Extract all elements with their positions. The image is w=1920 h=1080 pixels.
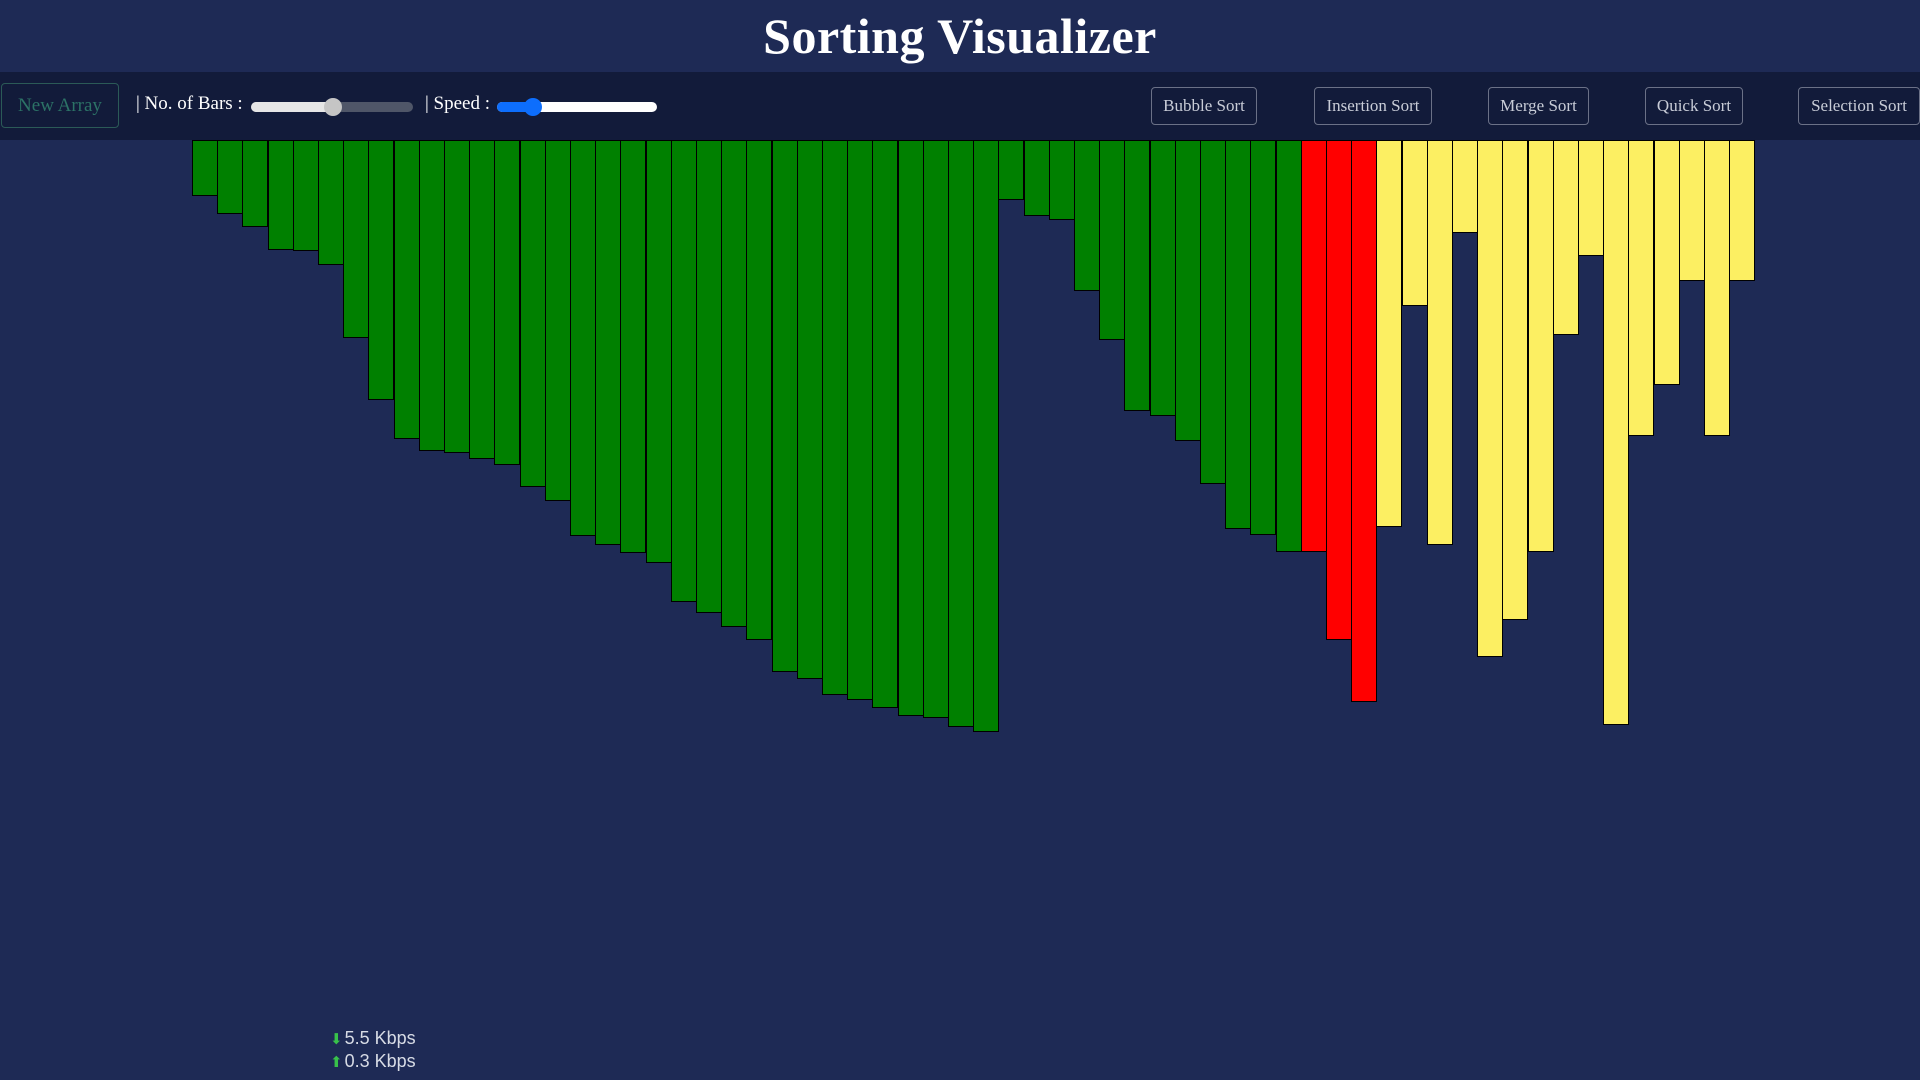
speed-slider-thumb[interactable]	[523, 98, 542, 116]
merge-sort-button[interactable]: Merge Sort	[1488, 87, 1589, 125]
array-bar	[1124, 140, 1151, 411]
array-bar	[494, 140, 521, 465]
new-array-button[interactable]: New Array	[1, 83, 119, 128]
header: Sorting Visualizer	[0, 0, 1920, 72]
array-bar	[746, 140, 773, 640]
array-bar	[1225, 140, 1252, 529]
array-bar	[1628, 140, 1655, 436]
array-bar	[822, 140, 848, 695]
array-bar	[393, 140, 420, 439]
selection-sort-button[interactable]: Selection Sort	[1798, 87, 1920, 125]
download-speed: ⬇ 5.5 Kbps	[330, 1027, 416, 1051]
array-bar	[1200, 140, 1226, 484]
array-bar	[1326, 140, 1352, 640]
array-bar	[1074, 140, 1100, 291]
array-bar	[595, 140, 622, 545]
array-bar	[1426, 140, 1453, 545]
array-bar	[620, 140, 647, 553]
array-bar	[1048, 140, 1075, 220]
download-arrow-icon: ⬇	[330, 1031, 343, 1048]
array-bar	[948, 140, 974, 727]
bars-count-label: | No. of Bars :	[136, 93, 243, 114]
speed-label: | Speed :	[425, 93, 491, 114]
array-bar	[1250, 140, 1277, 535]
array-bar	[973, 140, 1000, 732]
array-bar	[469, 140, 496, 459]
array-bar	[1552, 140, 1579, 335]
array-bar	[544, 140, 571, 501]
array-bar	[368, 140, 395, 400]
array-bar	[897, 140, 924, 716]
upload-speed: ⬆ 0.3 Kbps	[330, 1050, 416, 1074]
array-bar	[1149, 140, 1176, 416]
array-bar	[645, 140, 672, 563]
array-bar	[872, 140, 899, 708]
array-bar	[1653, 140, 1680, 385]
array-bar	[1502, 140, 1529, 620]
array-bar	[1704, 140, 1730, 436]
array-bar	[771, 140, 798, 672]
upload-arrow-icon: ⬆	[330, 1054, 343, 1071]
array-bar	[242, 140, 269, 227]
array-bar	[998, 140, 1025, 200]
array-bar	[519, 140, 546, 487]
array-bar	[796, 140, 823, 679]
insertion-sort-button[interactable]: Insertion Sort	[1314, 87, 1432, 125]
array-bar	[1578, 140, 1604, 256]
page-title: Sorting Visualizer	[763, 8, 1157, 64]
array-bar	[444, 140, 470, 453]
array-bar	[292, 140, 319, 251]
array-bar	[192, 140, 218, 196]
array-bar	[217, 140, 244, 214]
array-bar	[922, 140, 949, 718]
toolbar: New Array | No. of Bars : | Speed : Bubb…	[0, 72, 1920, 140]
array-bar	[1300, 140, 1327, 552]
bubble-sort-button[interactable]: Bubble Sort	[1151, 87, 1257, 125]
bars-count-slider[interactable]	[251, 98, 413, 116]
array-bar	[418, 140, 445, 451]
array-bar	[1275, 140, 1302, 552]
array-bar	[267, 140, 294, 250]
speed-slider[interactable]	[497, 98, 657, 116]
array-bar	[1099, 140, 1126, 340]
array-bar	[670, 140, 697, 602]
array-bar	[570, 140, 596, 536]
array-bar	[1023, 140, 1050, 216]
array-bar	[318, 140, 344, 265]
array-bar	[721, 140, 748, 627]
array-bar	[1174, 140, 1201, 441]
array-bar	[1351, 140, 1378, 702]
bars-count-slider-fill	[251, 102, 334, 112]
array-bar	[1452, 140, 1478, 233]
array-bar	[1678, 140, 1705, 281]
array-bar	[343, 140, 370, 338]
array-bar	[696, 140, 722, 613]
array-bar	[1603, 140, 1630, 725]
download-speed-value: 5.5 Kbps	[344, 1028, 416, 1048]
array-bar	[1401, 140, 1428, 306]
speed-slider-fill	[497, 102, 533, 112]
array-bar	[1729, 140, 1756, 281]
array-bar	[1527, 140, 1554, 552]
array-bar	[847, 140, 874, 700]
upload-speed-value: 0.3 Kbps	[344, 1051, 416, 1071]
array-bar	[1376, 140, 1403, 527]
quick-sort-button[interactable]: Quick Sort	[1645, 87, 1743, 125]
bars-count-slider-thumb[interactable]	[324, 98, 343, 116]
array-bar	[1477, 140, 1504, 657]
array-bars-container	[0, 140, 1920, 740]
